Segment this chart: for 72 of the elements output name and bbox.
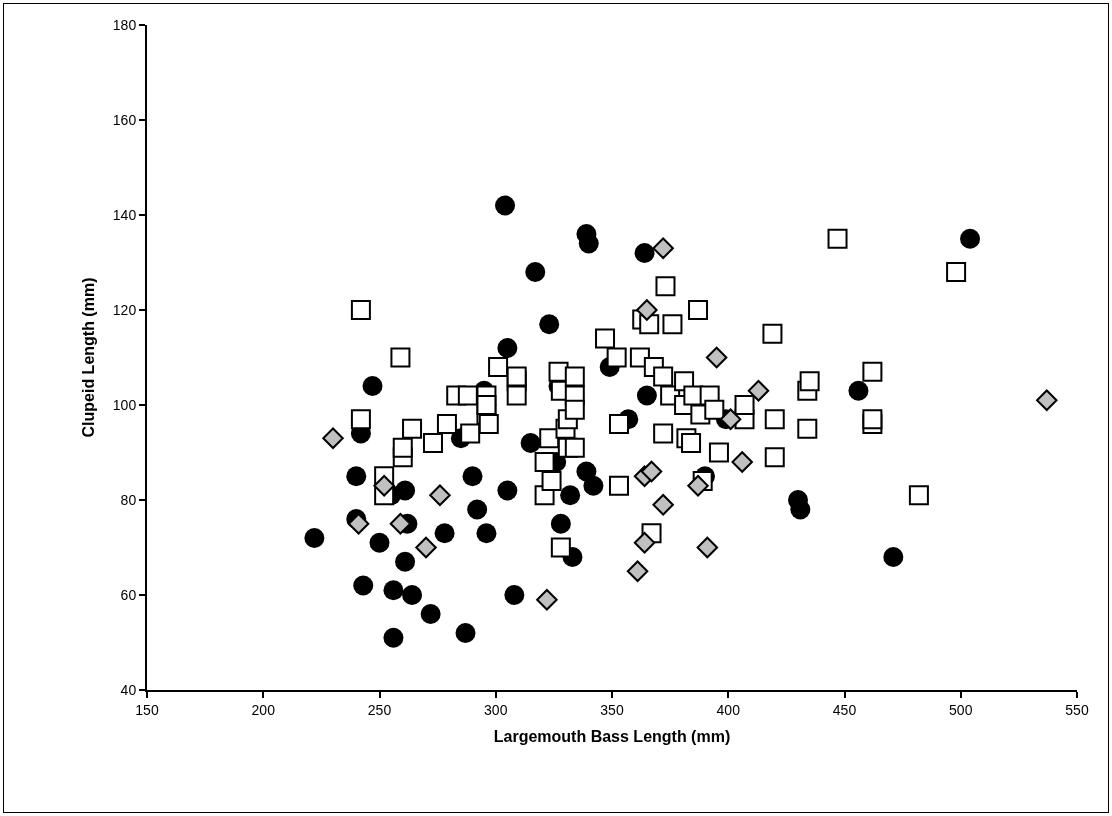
point [353,575,374,596]
x-tick-label: 550 [1065,701,1089,718]
point [790,499,811,520]
x-tick-label: 500 [949,701,973,718]
point [402,585,423,605]
point [696,536,719,559]
point [583,475,604,496]
point [687,475,709,497]
point [462,466,483,487]
point [415,536,437,559]
point [636,385,657,406]
point [455,623,476,643]
point [362,376,383,396]
point [640,460,663,483]
point [346,466,367,487]
point [560,485,581,506]
point [420,604,441,624]
point [504,585,525,605]
y-tick-label: 100 [112,396,137,413]
y-tick-label: 60 [120,586,137,603]
point [429,484,451,506]
point [719,408,742,430]
point [369,532,390,553]
y-tick-label: 40 [120,681,137,698]
point [705,346,728,369]
point [497,480,518,501]
point [497,338,518,358]
y-tick-label: 180 [112,16,137,33]
point [322,427,344,449]
point [747,380,770,402]
x-tick-label: 150 [135,701,159,718]
point [347,513,370,535]
x-tick-label: 400 [716,701,741,718]
y-axis-title: Clupeid Length (mm) [80,277,98,438]
point [495,195,516,216]
point [731,451,753,473]
y-tick-label: 80 [120,491,137,508]
point [525,262,546,282]
point [883,547,904,567]
point [539,314,560,335]
point [434,523,455,544]
point [389,513,412,535]
y-tick-label: 160 [112,111,137,128]
y-tick-label: 140 [112,206,137,223]
point [467,499,488,520]
point [578,233,599,254]
y-tick-label: 120 [112,301,137,318]
point [520,433,541,453]
point [383,580,404,601]
point [395,480,416,501]
x-tick-label: 200 [251,701,276,718]
x-tick-label: 300 [484,701,508,718]
point [373,475,395,497]
point [383,627,404,648]
point [633,532,656,554]
point [550,513,571,534]
point [536,589,558,611]
point [1036,389,1058,411]
point [395,551,416,572]
x-tick-label: 350 [600,701,624,718]
point [634,243,655,263]
point [652,494,674,516]
point [476,523,497,544]
x-axis-title: Largemouth Bass Length (mm) [493,728,731,745]
point [304,528,325,548]
x-tick-label: 450 [832,701,857,718]
x-tick-label: 250 [367,701,392,718]
point [960,228,981,249]
point [652,237,674,259]
point [848,380,869,401]
point [636,299,658,321]
point [626,560,649,582]
